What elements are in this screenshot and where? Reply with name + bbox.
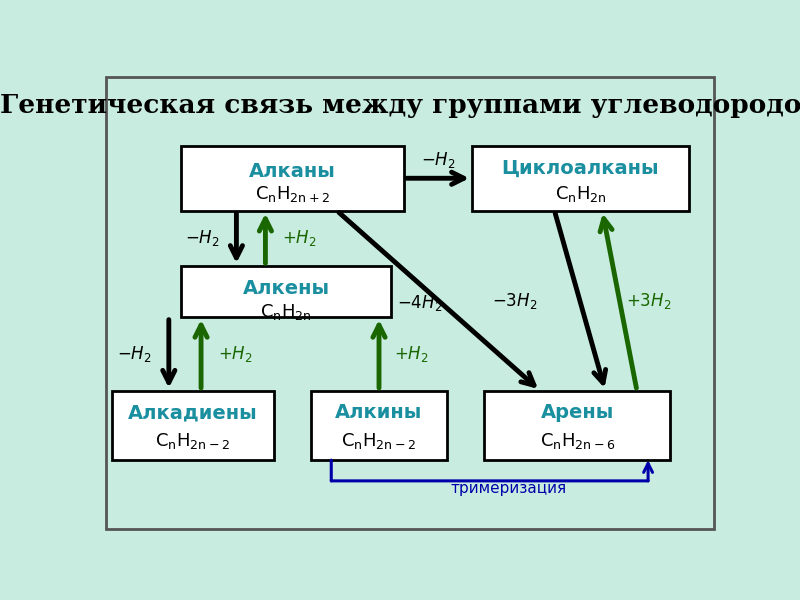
Text: $\mathregular{C_nH_{2n-2}}$: $\mathregular{C_nH_{2n-2}}$ <box>155 431 230 451</box>
Text: Алкадиены: Алкадиены <box>128 403 258 422</box>
Text: $+H_2$: $+H_2$ <box>394 344 429 364</box>
Text: тримеризация: тримеризация <box>450 481 566 496</box>
Text: $\mathregular{C_nH_{2n}}$: $\mathregular{C_nH_{2n}}$ <box>554 184 606 205</box>
Text: Арены: Арены <box>541 403 614 422</box>
Text: $+3H_2$: $+3H_2$ <box>626 290 671 311</box>
Text: Циклоалканы: Циклоалканы <box>502 159 659 178</box>
Text: $-H_2$: $-H_2$ <box>421 150 455 170</box>
FancyBboxPatch shape <box>485 391 670 460</box>
Text: $\mathregular{C_nH_{2n}}$: $\mathregular{C_nH_{2n}}$ <box>260 302 312 322</box>
Text: Генетическая связь между группами углеводородов: Генетическая связь между группами углево… <box>0 93 800 118</box>
Text: $+H_2$: $+H_2$ <box>218 344 253 364</box>
FancyBboxPatch shape <box>112 391 274 460</box>
Text: $\mathregular{C_nH_{2n-2}}$: $\mathregular{C_nH_{2n-2}}$ <box>342 431 417 451</box>
FancyBboxPatch shape <box>181 266 391 317</box>
Text: Алкены: Алкены <box>242 280 330 298</box>
FancyBboxPatch shape <box>310 391 447 460</box>
Text: $\mathregular{C_nH_{2n+2}}$: $\mathregular{C_nH_{2n+2}}$ <box>254 184 330 205</box>
Text: Алкины: Алкины <box>335 403 422 422</box>
Text: $-4H_2$: $-4H_2$ <box>397 293 442 313</box>
Text: Алканы: Алканы <box>249 162 336 181</box>
Text: $-3H_2$: $-3H_2$ <box>491 290 537 311</box>
Text: $\mathregular{C_nH_{2n-6}}$: $\mathregular{C_nH_{2n-6}}$ <box>539 431 615 451</box>
Text: $-H_2$: $-H_2$ <box>118 344 152 364</box>
Text: $-H_2$: $-H_2$ <box>185 229 220 248</box>
FancyBboxPatch shape <box>181 146 404 211</box>
FancyBboxPatch shape <box>472 146 689 211</box>
Text: $+H_2$: $+H_2$ <box>282 229 317 248</box>
